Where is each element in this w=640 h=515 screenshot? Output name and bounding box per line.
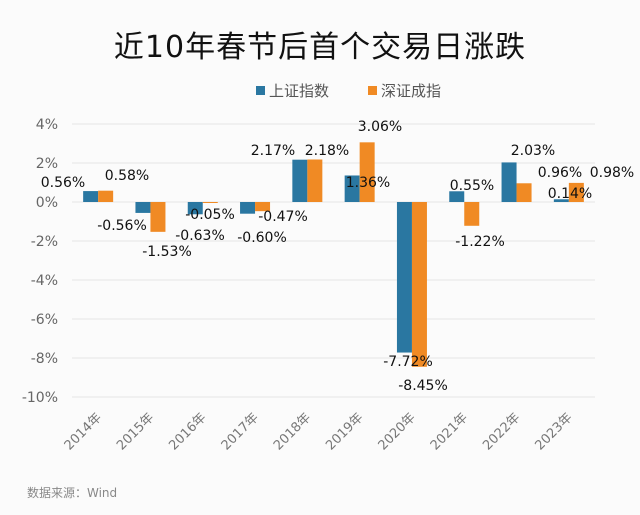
bar-shenzhen [307, 159, 323, 202]
x-tick-label: 2020年 [376, 410, 419, 453]
y-tick-label: -10% [22, 390, 58, 406]
bar-shanghai [292, 159, 308, 202]
x-tick-label: 2023年 [532, 410, 575, 453]
x-tick-label: 2021年 [428, 410, 471, 453]
bar-shanghai [344, 175, 360, 202]
bar-shanghai [187, 202, 203, 215]
data-label: 0.96% [538, 165, 582, 181]
bar-shanghai [83, 191, 99, 202]
y-tick-label: -6% [31, 312, 58, 328]
bar-shenzhen [516, 183, 532, 202]
legend-swatch-orange [368, 86, 377, 95]
data-label: -0.56% [97, 218, 147, 234]
y-tick-label: -8% [31, 351, 58, 367]
data-label: 2.03% [511, 143, 555, 159]
data-label: -7.72% [383, 354, 433, 370]
data-label: 0.56% [41, 175, 85, 191]
data-label: 0.55% [450, 178, 494, 194]
x-tick-label: 2015年 [114, 410, 157, 453]
bar-shenzhen [568, 182, 584, 202]
legend-label: 深证成指 [381, 82, 442, 100]
bar-shanghai [553, 199, 569, 202]
x-tick-label: 2017年 [219, 410, 262, 453]
y-tick-label: -2% [31, 234, 58, 250]
y-tick-label: 0% [36, 195, 58, 211]
data-label: -1.53% [142, 244, 192, 260]
data-label: 0.14% [548, 186, 592, 202]
bar-shanghai [135, 202, 151, 213]
x-tick-label: 2014年 [62, 410, 105, 453]
bar-shanghai [240, 202, 256, 214]
bar-shanghai [449, 191, 465, 202]
legend-item-shenzhen: 深证成指 [368, 80, 441, 101]
bar-shenzhen [98, 190, 114, 202]
y-tick-label: 4% [36, 117, 58, 133]
bar-shenzhen [464, 202, 480, 226]
y-tick-label: 2% [36, 156, 58, 172]
x-tick-label: 2016年 [166, 410, 209, 453]
chart-title: 近10年春节后首个交易日涨跌 [113, 30, 527, 65]
legend-label: 上证指数 [269, 82, 330, 100]
data-label: 0.98% [590, 165, 634, 181]
data-label: -0.60% [237, 230, 287, 246]
bar-shanghai [501, 162, 517, 202]
x-tick-label: 2018年 [271, 410, 314, 453]
legend-swatch-blue [256, 86, 265, 95]
data-label: -0.47% [258, 209, 308, 225]
data-label: 3.06% [358, 119, 402, 135]
data-label: 0.58% [105, 168, 149, 184]
source-note: 数据来源：Wind [27, 486, 118, 500]
data-label: -8.45% [398, 378, 448, 394]
x-tick-label: 2019年 [323, 410, 366, 453]
data-label: 2.18% [305, 143, 349, 159]
y-tick-label: -4% [31, 273, 58, 289]
legend-item-shanghai: 上证指数 [256, 80, 329, 101]
data-label: -0.63% [175, 228, 225, 244]
data-label: -1.22% [455, 234, 505, 250]
bar-shenzhen [411, 202, 427, 367]
bar-shenzhen [255, 202, 271, 212]
bar-shenzhen [359, 142, 375, 202]
bar-shanghai [396, 202, 412, 353]
data-label: -0.05% [185, 207, 235, 223]
bar-shenzhen [150, 202, 166, 232]
x-tick-label: 2022年 [480, 410, 523, 453]
bar-shenzhen [202, 202, 218, 203]
data-label: 2.17% [251, 143, 295, 159]
data-label: 1.36% [346, 175, 390, 191]
